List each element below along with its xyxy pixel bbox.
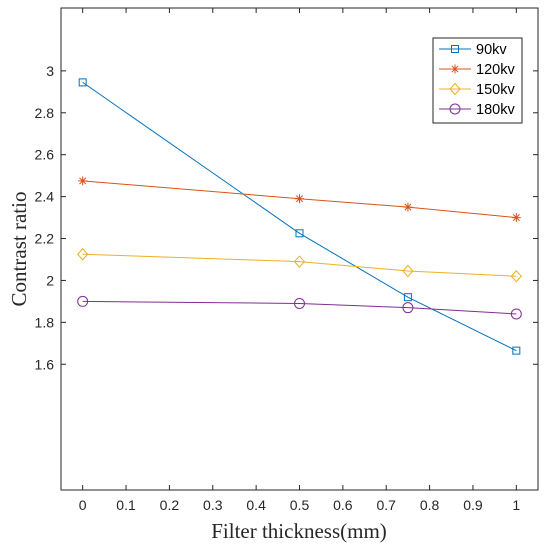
- legend: 90kv 120kv 150kv 180kv: [432, 37, 523, 124]
- x-tick-label: 0.3: [203, 497, 223, 513]
- legend-marker: [451, 45, 459, 53]
- x-tick-label: 0.1: [116, 497, 136, 513]
- legend-item-120kv: 120kv: [439, 62, 515, 78]
- legend-marker: [449, 82, 461, 96]
- data-point-180kv: [402, 302, 414, 314]
- x-tick-label: 0.2: [160, 497, 180, 513]
- x-axis: 0 0.1 0.2 0.3 0.4 0.5 0.6 0.7 0.8 0.9 1: [79, 8, 520, 513]
- data-point-120kv: [511, 213, 521, 223]
- data-point-150kv: [77, 247, 89, 261]
- data-point-90kv: [512, 346, 521, 355]
- data-point-150kv: [510, 270, 522, 283]
- y-tick-label: 2.2: [35, 231, 55, 247]
- data-point-180kv: [77, 295, 89, 307]
- legend-label: 150kv: [476, 82, 515, 98]
- legend-item-180kv: 180kv: [439, 102, 515, 118]
- data-point-90kv: [295, 229, 304, 238]
- y-axis-label: Contrast ratio: [7, 192, 31, 307]
- series-150kv: [77, 247, 522, 283]
- y-tick-label: 1.6: [35, 356, 55, 372]
- y-tick-label: 1.8: [35, 314, 55, 330]
- series-180kv: [77, 295, 522, 320]
- x-tick-label: 0: [79, 497, 87, 513]
- y-tick-label: 2: [46, 272, 54, 288]
- x-tick-label: 1: [512, 497, 520, 513]
- y-tick-label: 2.8: [35, 105, 55, 121]
- y-tick-label: 2.6: [35, 147, 55, 163]
- series-line-180kv: [82, 300, 517, 315]
- series-120kv: [78, 176, 521, 223]
- data-point-150kv: [293, 255, 306, 268]
- x-tick-label: 0.7: [376, 497, 396, 513]
- data-point-120kv: [403, 202, 413, 212]
- legend-label: 90kv: [476, 42, 507, 58]
- legend-label: 180kv: [476, 102, 515, 118]
- x-tick-label: 0.5: [290, 497, 310, 513]
- data-point-120kv: [78, 176, 88, 186]
- y-axis: 1.6 1.8 2 2.2 2.4 2.6 2.8 3: [35, 63, 538, 372]
- y-tick-label: 2.4: [35, 189, 55, 205]
- data-point-150kv: [402, 264, 414, 278]
- data-point-90kv: [403, 293, 412, 302]
- data-point-90kv: [78, 78, 87, 87]
- y-tick-label: 3: [46, 63, 54, 79]
- series-90kv: [78, 78, 521, 355]
- series-line-150kv: [82, 253, 517, 277]
- series-line-120kv: [82, 180, 517, 219]
- x-tick-label: 0.8: [420, 497, 440, 513]
- x-tick-label: 0.4: [246, 497, 266, 513]
- series-line-90kv: [82, 81, 517, 352]
- data-point-120kv: [295, 194, 304, 204]
- legend-marker: [449, 103, 461, 115]
- legend-marker: [450, 64, 460, 74]
- legend-label: 120kv: [476, 62, 515, 78]
- x-tick-label: 0.6: [333, 497, 353, 513]
- data-point-180kv: [510, 308, 522, 320]
- data-point-180kv: [294, 297, 305, 309]
- legend-item-150kv: 150kv: [439, 82, 515, 98]
- x-axis-label: Filter thickness(mm): [211, 519, 387, 543]
- series-layer: [77, 78, 522, 355]
- x-tick-label: 0.9: [463, 497, 483, 513]
- legend-item-90kv: 90kv: [439, 42, 507, 58]
